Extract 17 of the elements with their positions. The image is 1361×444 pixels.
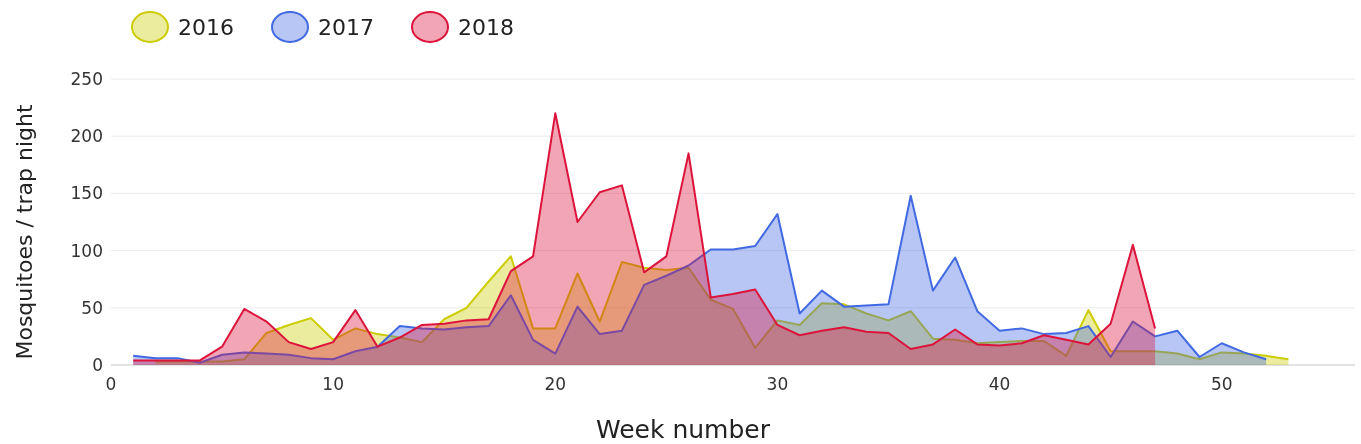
x-tick-label: 30 xyxy=(766,374,789,394)
x-axis-title: Week number xyxy=(595,415,771,444)
legend-label: 2018 xyxy=(458,14,514,40)
x-tick-label: 10 xyxy=(322,374,344,394)
y-tick-label: 200 xyxy=(70,126,103,147)
x-tick-label: 0 xyxy=(105,374,117,394)
x-tick-label: 40 xyxy=(988,374,1011,394)
legend-label: 2016 xyxy=(178,14,234,40)
x-tick-label: 20 xyxy=(544,374,567,394)
legend-label: 2017 xyxy=(318,14,374,40)
y-axis-title: Mosquitoes / trap night xyxy=(12,104,37,360)
y-tick-label: 50 xyxy=(81,297,103,318)
y-tick-label: 150 xyxy=(70,183,103,204)
y-tick-label: 250 xyxy=(70,68,103,89)
y-tick-label: 0 xyxy=(92,354,103,375)
x-tick-label: 50 xyxy=(1210,374,1233,394)
y-tick-label: 100 xyxy=(70,240,103,261)
